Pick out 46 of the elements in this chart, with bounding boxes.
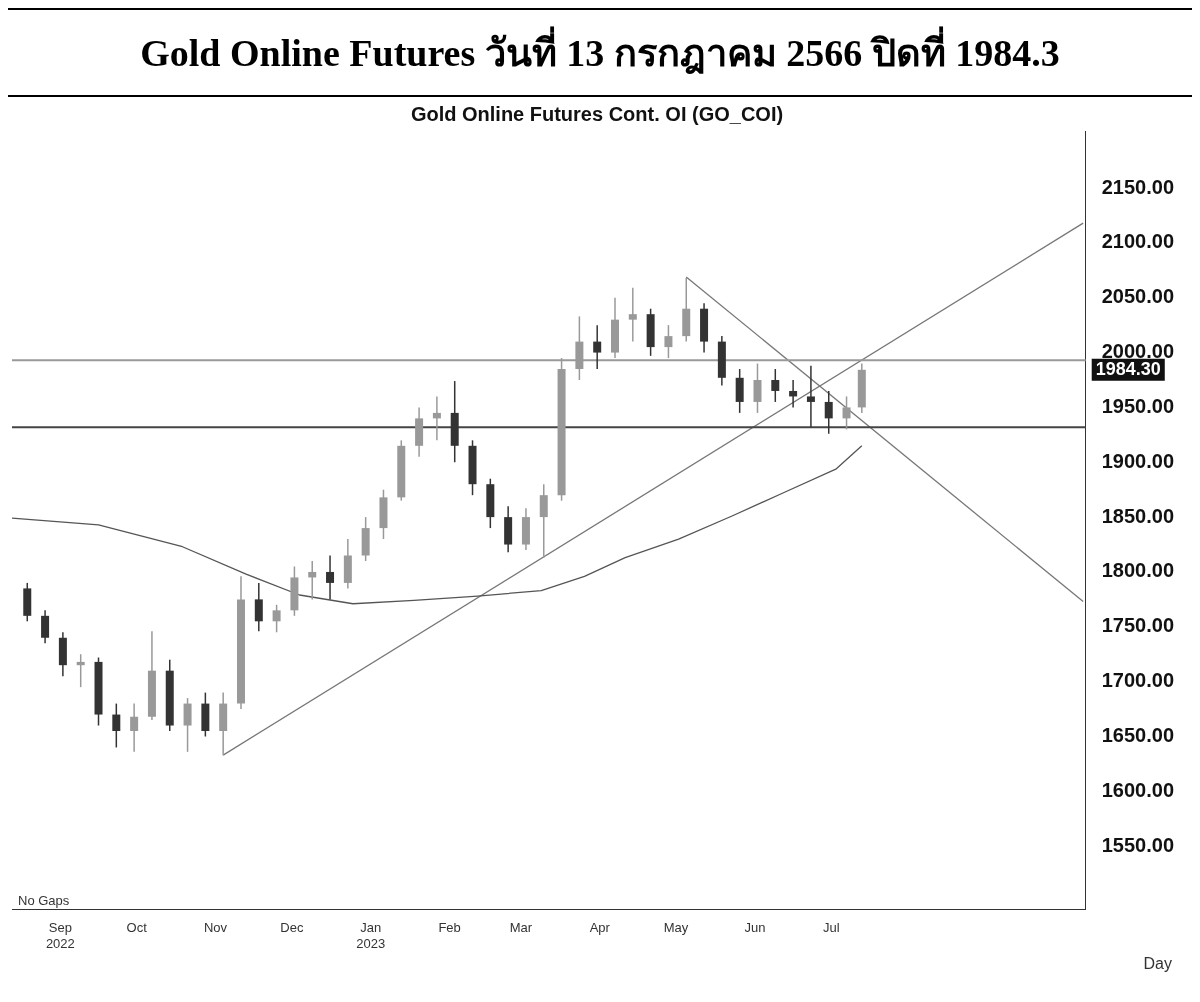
candlestick — [628, 287, 637, 343]
y-tick-label: 1900.00 — [1101, 449, 1174, 472]
candlestick — [254, 582, 263, 632]
candlestick — [183, 697, 192, 753]
candlestick — [753, 362, 762, 414]
y-tick-label: 1550.00 — [1101, 833, 1174, 856]
candlestick — [806, 364, 815, 428]
candlestick — [789, 379, 798, 409]
text: Day — [1143, 955, 1172, 973]
y-tick-label: 1950.00 — [1101, 394, 1174, 417]
x-tick-label: Jun — [744, 920, 766, 936]
chart-subtitle: Gold Online Futures Cont. OI (GO_COI) — [410, 102, 784, 125]
candlestick — [272, 604, 281, 634]
y-tick-label: 1650.00 — [1101, 724, 1174, 747]
candlestick — [824, 390, 833, 435]
candlestick — [326, 554, 335, 601]
y-tick-label: 1850.00 — [1101, 504, 1174, 527]
x-tick-label: Jan 2023 — [356, 920, 386, 951]
x-tick-label: Apr — [589, 920, 611, 936]
y-tick-label: 1600.00 — [1101, 778, 1174, 801]
y-tick-label: 2100.00 — [1101, 230, 1174, 253]
x-tick-label: Mar — [509, 920, 533, 936]
candlestick — [842, 395, 851, 431]
candlestick — [308, 560, 317, 601]
candlestick — [432, 395, 441, 442]
chart-title: Gold Online Futures วันที่ 13 กรกฎาคม 2566 ปิดที่ 1984.3 — [8, 8, 1192, 97]
y-tick-label: 1750.00 — [1101, 614, 1174, 637]
x-tick-label: Feb — [438, 920, 461, 936]
candlestick — [539, 483, 548, 559]
x-tick-label: Nov — [203, 920, 228, 936]
x-tick-label: Jul — [822, 920, 840, 936]
annotation: No Gaps — [18, 892, 70, 908]
x-tick-label: Dec — [280, 920, 304, 936]
x-tick-label: Oct — [126, 920, 148, 936]
candlestick — [593, 324, 602, 370]
y-tick-label: 2050.00 — [1101, 285, 1174, 308]
y-tick-label: 1800.00 — [1101, 559, 1174, 582]
x-tick-label: May — [663, 920, 689, 936]
y-tick-label: 1700.00 — [1101, 669, 1174, 692]
candlestick — [76, 653, 85, 688]
candlestick — [41, 609, 50, 644]
candlestick — [771, 368, 780, 403]
candlestick — [130, 702, 139, 753]
candlestick — [112, 702, 121, 749]
y-tick-label: 2150.00 — [1101, 175, 1174, 198]
x-tick-label: Sep 2022 — [45, 920, 75, 951]
